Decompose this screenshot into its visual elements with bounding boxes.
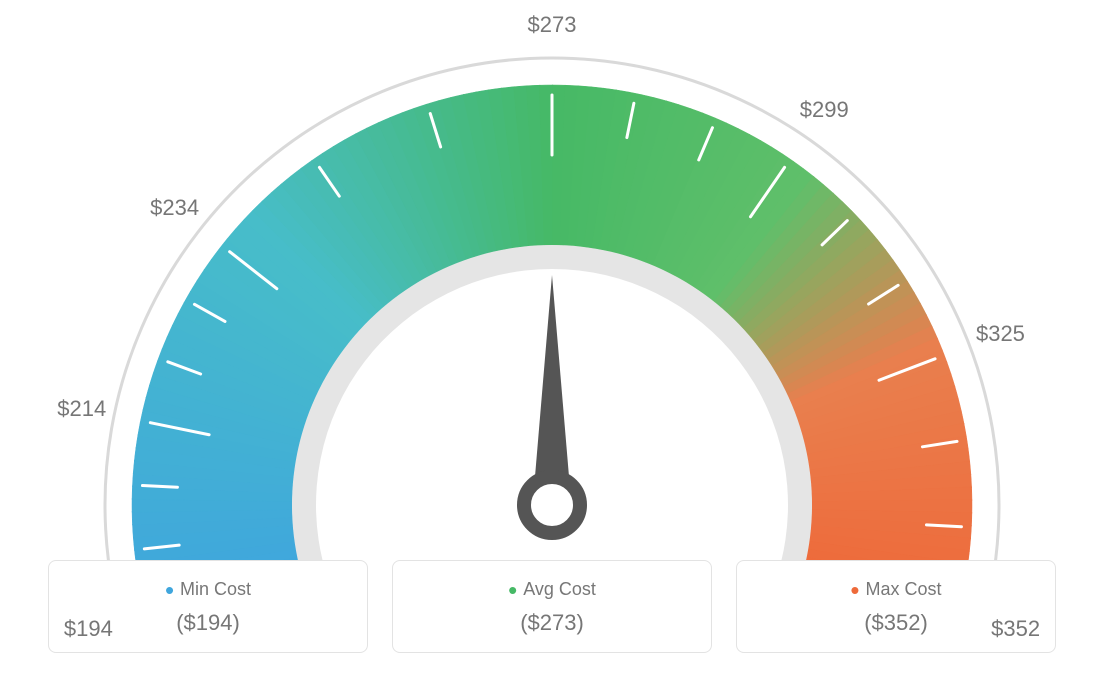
gauge-tick-label: $352: [991, 616, 1040, 642]
gauge-svg: [0, 0, 1104, 560]
gauge-tick-label: $214: [57, 396, 106, 422]
gauge-tick-label: $325: [976, 321, 1025, 347]
cost-gauge-chart: $194$214$234$273$299$325$352: [0, 0, 1104, 560]
gauge-hub: [524, 477, 580, 533]
legend-label: Min Cost: [180, 579, 251, 599]
legend-title: •Avg Cost: [403, 579, 701, 600]
legend-card-avg-cost: •Avg Cost($273): [392, 560, 712, 653]
legend-dot-icon: •: [165, 575, 174, 605]
legend-value: ($273): [403, 610, 701, 636]
legend-title: •Min Cost: [59, 579, 357, 600]
legend-dot-icon: •: [850, 575, 859, 605]
legend-row: •Min Cost($194)•Avg Cost($273)•Max Cost(…: [0, 560, 1104, 669]
legend-dot-icon: •: [508, 575, 517, 605]
gauge-tick-label: $194: [64, 616, 113, 642]
legend-label: Avg Cost: [523, 579, 596, 599]
legend-label: Max Cost: [866, 579, 942, 599]
legend-title: •Max Cost: [747, 579, 1045, 600]
gauge-tick-label: $273: [528, 12, 577, 38]
gauge-tick-label: $234: [150, 195, 199, 221]
gauge-tick-label: $299: [800, 97, 849, 123]
